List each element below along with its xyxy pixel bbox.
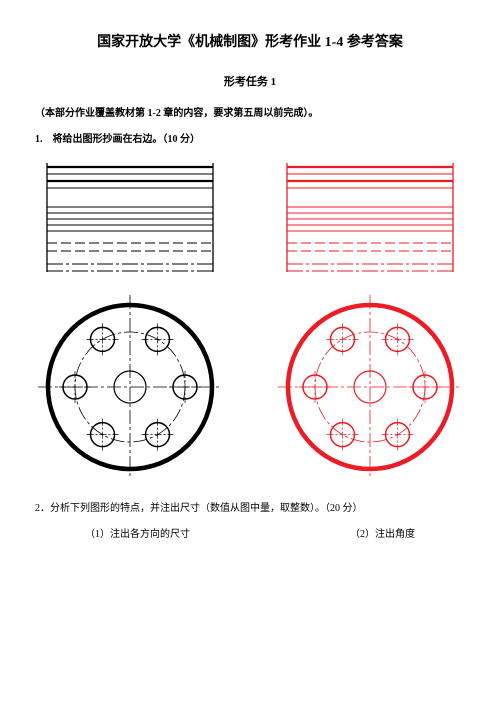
q2-sub-a: （1）注出各方向的尺寸 (85, 526, 190, 544)
flange-red (275, 292, 465, 482)
line-pattern-black (35, 159, 225, 274)
line-pattern-red (275, 159, 465, 274)
line-pattern-row (35, 159, 465, 274)
page-title: 国家开放大学《机械制图》形考作业 1-4 参考答案 (35, 30, 465, 55)
q2-sub-b: （2）注出角度 (350, 526, 415, 544)
question-1: 1. 将给出图形抄画在右边。（10 分） (35, 131, 465, 149)
question-2-subs: （1）注出各方向的尺寸 （2）注出角度 (35, 526, 465, 544)
coverage-note: （本部分作业覆盖教材第 1-2 章的内容，要求第五周以前完成）。 (35, 105, 465, 123)
question-2: 2．分析下列图形的特点，并注出尺寸（数值从图中量，取整数）。（20 分） (35, 500, 465, 518)
flange-black (35, 292, 225, 482)
task-subtitle: 形考任务 1 (35, 73, 465, 93)
flange-row (35, 292, 465, 482)
